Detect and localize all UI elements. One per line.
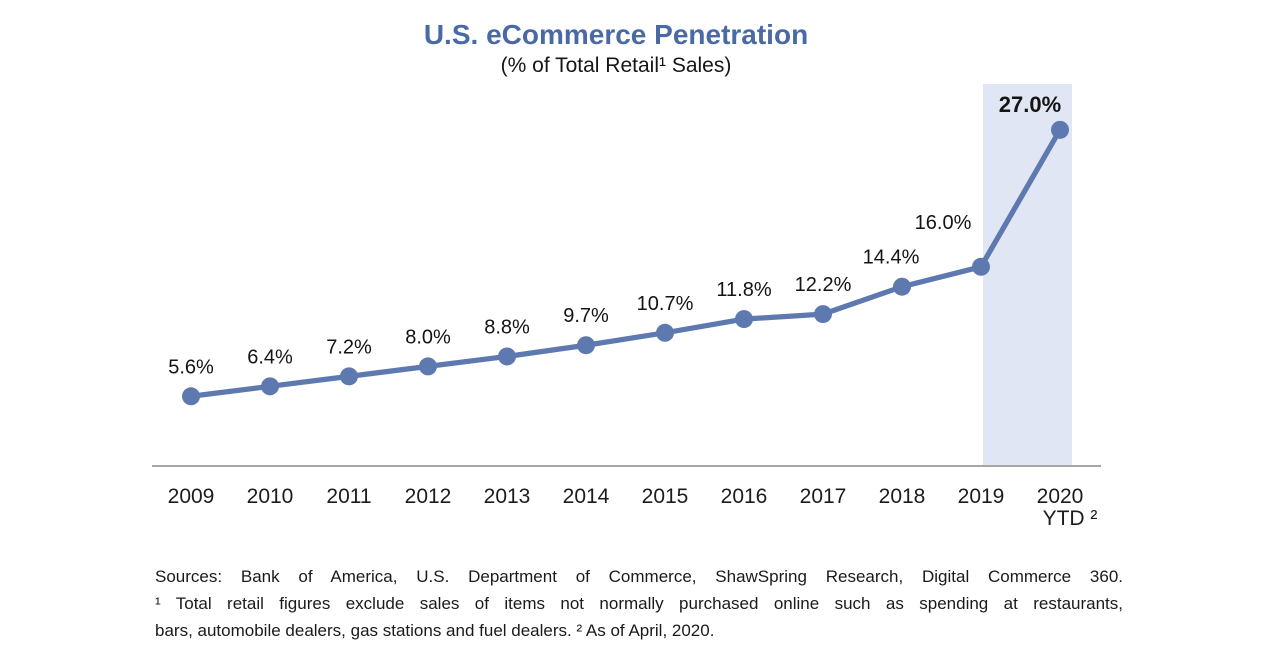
series-line bbox=[188, 127, 1063, 399]
data-label-2010: 6.4% bbox=[247, 346, 293, 368]
data-point-2018 bbox=[893, 277, 911, 296]
data-point-2016 bbox=[735, 310, 753, 329]
source-footnotes: Sources: Bank of America, U.S. Departmen… bbox=[155, 563, 1123, 644]
x-axis-label-2013: 2013 bbox=[484, 485, 531, 508]
data-point-2009 bbox=[182, 387, 200, 406]
x-axis-label-2017: 2017 bbox=[800, 485, 847, 508]
data-label-2016: 11.8% bbox=[716, 279, 771, 301]
data-label-2019: 16.0% bbox=[915, 212, 972, 234]
data-point-2015 bbox=[656, 323, 674, 342]
data-label-2015: 10.7% bbox=[637, 293, 694, 315]
data-label-2020: 27.0% bbox=[999, 92, 1061, 117]
data-label-2013: 8.8% bbox=[484, 316, 530, 338]
highlight-band-2020 bbox=[983, 84, 1072, 466]
data-point-2019 bbox=[972, 257, 990, 276]
x-axis-label-2015: 2015 bbox=[642, 485, 689, 508]
data-label-2017: 12.2% bbox=[795, 274, 852, 296]
data-point-2020 bbox=[1051, 120, 1069, 139]
data-point-2011 bbox=[340, 367, 358, 386]
x-axis-label-2016: 2016 bbox=[721, 485, 768, 508]
data-point-2012 bbox=[419, 357, 437, 376]
footnote-2-line: bars, automobile dealers, gas stations a… bbox=[155, 621, 715, 640]
chart-header: U.S. eCommerce Penetration (% of Total R… bbox=[424, 18, 808, 80]
x-axis-label-2019: 2019 bbox=[958, 485, 1005, 508]
chart-title: U.S. eCommerce Penetration bbox=[423, 19, 809, 50]
chart-subtitle: (% of Total Retail¹ Sales) bbox=[500, 54, 732, 77]
x-axis-label-2010: 2010 bbox=[247, 485, 294, 508]
x-axis-label-2012: 2012 bbox=[405, 485, 452, 508]
data-point-2010 bbox=[261, 377, 279, 396]
data-point-2017 bbox=[814, 305, 832, 324]
footnote-sources-line: Sources: Bank of America, U.S. Departmen… bbox=[155, 567, 1123, 586]
data-label-2009: 5.6% bbox=[168, 356, 214, 378]
data-label-2014: 9.7% bbox=[563, 305, 609, 327]
x-axis-label-2020: 2020 bbox=[1037, 485, 1084, 508]
data-point-2013 bbox=[498, 347, 516, 366]
footnote-1-line: ¹ Total retail figures exclude sales of … bbox=[155, 594, 1123, 613]
data-point-2014 bbox=[577, 336, 595, 355]
x-axis-label-2011: 2011 bbox=[326, 485, 371, 508]
x-axis-label-2014: 2014 bbox=[563, 485, 610, 508]
data-label-2011: 7.2% bbox=[326, 336, 372, 358]
data-label-2012: 8.0% bbox=[405, 326, 451, 348]
x-axis-label-2009: 2009 bbox=[168, 485, 215, 508]
x-axis-label-2018: 2018 bbox=[879, 485, 926, 508]
data-label-2018: 14.4% bbox=[863, 247, 920, 269]
x-axis-sublabel-ytd: YTD ² bbox=[1043, 507, 1098, 530]
